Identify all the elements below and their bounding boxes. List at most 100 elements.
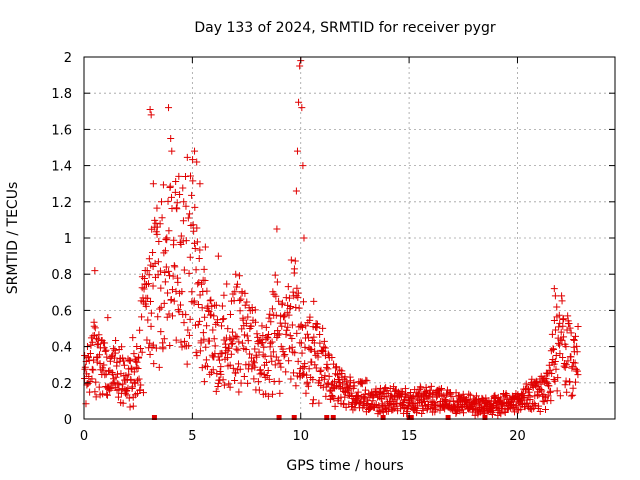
data-point: [345, 383, 353, 391]
data-point: [87, 341, 95, 349]
gap-marker: [276, 415, 282, 420]
data-point: [294, 293, 302, 301]
y-tick-label: 0: [64, 413, 72, 428]
gap-marker: [482, 415, 488, 420]
data-point: [264, 366, 272, 374]
data-point: [189, 177, 197, 185]
data-point: [541, 406, 549, 414]
y-tick-label: 1.6: [51, 123, 72, 138]
data-point: [161, 269, 169, 277]
data-point: [144, 294, 152, 302]
data-point: [227, 336, 235, 344]
data-point: [570, 335, 578, 343]
data-point: [563, 388, 571, 396]
data-point: [280, 352, 288, 360]
data-point: [566, 324, 574, 332]
data-point: [152, 219, 160, 227]
data-point: [254, 340, 262, 348]
data-point: [251, 318, 259, 326]
data-point: [127, 376, 135, 384]
data-point: [317, 366, 325, 374]
data-point: [512, 401, 520, 409]
data-point: [229, 364, 237, 372]
data-point: [93, 334, 101, 342]
data-point: [161, 247, 169, 255]
data-point: [112, 373, 120, 381]
data-point: [253, 330, 261, 338]
data-point: [173, 199, 181, 207]
data-point: [196, 347, 204, 355]
data-point: [191, 147, 199, 155]
data-point: [214, 252, 222, 260]
data-point: [292, 303, 300, 311]
data-point: [295, 304, 303, 312]
data-point: [185, 331, 193, 339]
data-point: [212, 301, 220, 309]
data-point: [144, 316, 152, 324]
data-point: [133, 358, 141, 366]
data-point: [280, 313, 288, 321]
data-point: [253, 353, 261, 361]
data-point: [309, 400, 317, 408]
data-point: [330, 377, 338, 385]
data-point: [208, 302, 216, 310]
data-point: [567, 353, 575, 361]
data-point: [562, 361, 570, 369]
data-point: [320, 375, 328, 383]
data-point: [526, 396, 534, 404]
data-point: [282, 330, 290, 338]
data-point: [322, 392, 330, 400]
data-point: [272, 311, 280, 319]
gap-marker: [380, 415, 386, 420]
data-point: [546, 366, 554, 374]
data-point: [145, 271, 153, 279]
data-point: [275, 377, 283, 385]
chart-title: Day 133 of 2024, SRMTID for receiver pyg…: [194, 20, 495, 36]
data-point: [113, 386, 121, 394]
data-point: [196, 291, 204, 299]
data-point: [298, 323, 306, 331]
data-point: [92, 378, 100, 386]
data-point: [550, 316, 558, 324]
data-point: [324, 350, 332, 358]
data-point: [274, 356, 282, 364]
data-point: [157, 328, 165, 336]
data-point: [231, 288, 239, 296]
data-point: [125, 394, 133, 402]
data-point: [290, 265, 298, 273]
data-point: [164, 197, 172, 205]
data-point: [334, 371, 342, 379]
data-point: [555, 323, 563, 331]
gap-marker: [330, 415, 336, 420]
data-point: [570, 336, 578, 344]
data-point: [153, 204, 161, 212]
data-point: [149, 180, 157, 188]
data-point: [559, 354, 567, 362]
data-point: [557, 328, 565, 336]
data-point: [293, 147, 301, 155]
y-tick-label: 1.4: [51, 160, 72, 175]
gap-marker: [445, 415, 451, 420]
data-point: [279, 348, 287, 356]
data-point: [488, 411, 496, 419]
data-point: [226, 311, 234, 319]
data-point: [156, 305, 164, 313]
data-point: [291, 349, 299, 357]
data-point: [250, 375, 258, 383]
data-point: [243, 298, 251, 306]
data-point: [102, 346, 110, 354]
data-point: [227, 350, 235, 358]
data-point: [211, 342, 219, 350]
data-point: [254, 378, 262, 386]
data-point: [460, 409, 468, 417]
data-point: [229, 339, 237, 347]
data-point: [552, 326, 560, 334]
data-point: [350, 382, 358, 390]
data-point: [119, 354, 127, 362]
data-point: [115, 381, 123, 389]
data-point: [347, 389, 355, 397]
data-point: [103, 391, 111, 399]
data-point: [289, 369, 297, 377]
data-point: [177, 232, 185, 240]
data-point: [263, 358, 271, 366]
